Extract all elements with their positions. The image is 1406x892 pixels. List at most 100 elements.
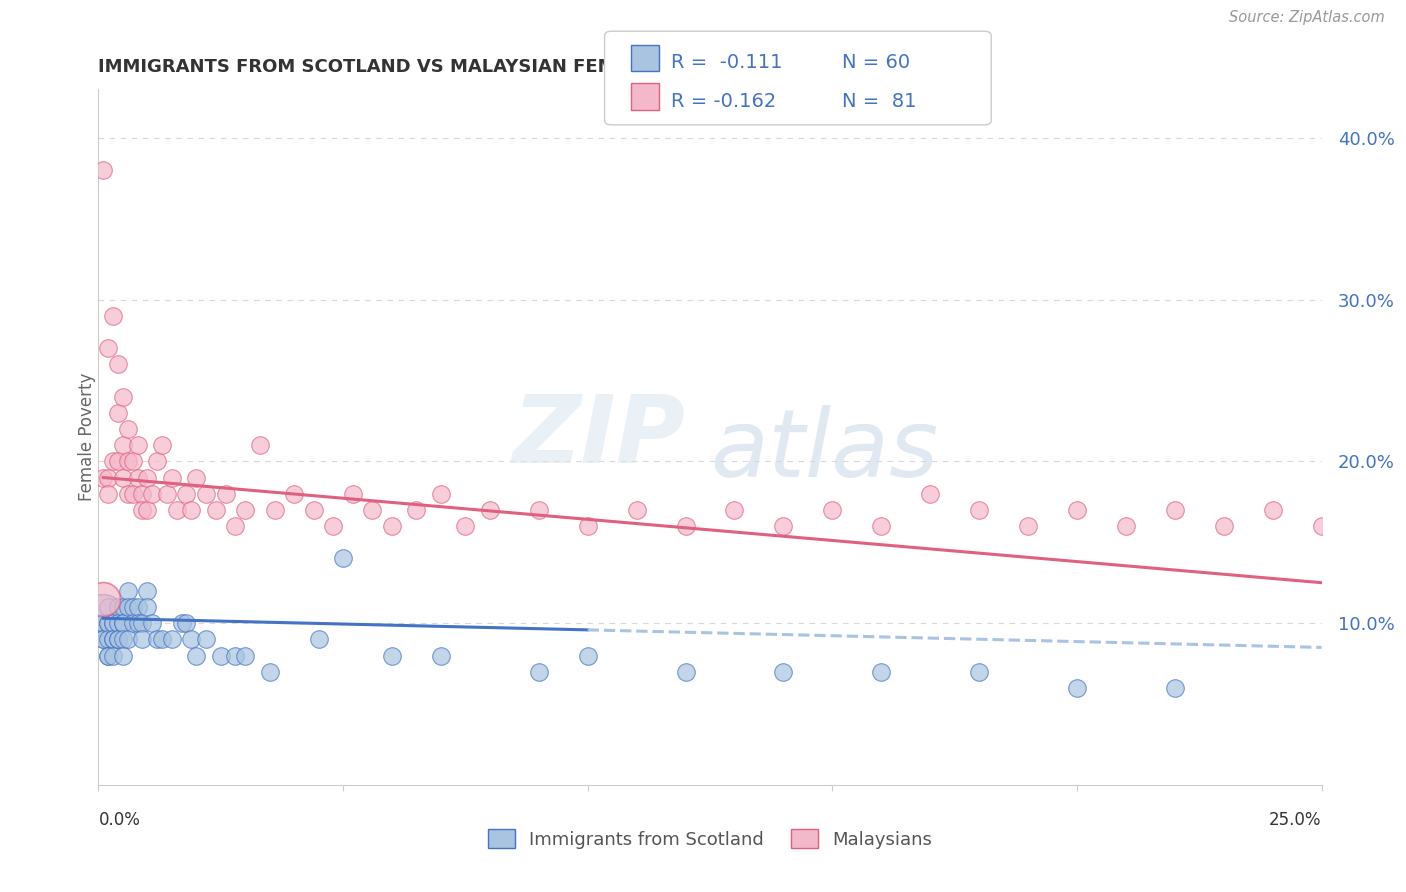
Point bbox=[131, 486, 153, 500]
Point bbox=[146, 454, 169, 468]
Point bbox=[772, 519, 794, 533]
Point bbox=[91, 608, 114, 623]
Point bbox=[121, 616, 143, 631]
Point bbox=[107, 616, 129, 631]
Point bbox=[91, 632, 114, 647]
Point bbox=[870, 665, 893, 679]
Point bbox=[107, 632, 129, 647]
Point bbox=[111, 599, 134, 614]
Point bbox=[156, 486, 179, 500]
Point bbox=[1261, 503, 1284, 517]
Point bbox=[117, 422, 139, 436]
Point bbox=[1164, 681, 1187, 695]
Point bbox=[127, 438, 149, 452]
Point bbox=[1360, 503, 1382, 517]
Text: N = 60: N = 60 bbox=[842, 53, 910, 72]
Point bbox=[821, 503, 844, 517]
Text: IMMIGRANTS FROM SCOTLAND VS MALAYSIAN FEMALE POVERTY CORRELATION CHART: IMMIGRANTS FROM SCOTLAND VS MALAYSIAN FE… bbox=[98, 58, 973, 76]
Point bbox=[302, 503, 325, 517]
Point bbox=[160, 632, 183, 647]
Point bbox=[117, 486, 139, 500]
Point bbox=[405, 503, 427, 517]
Point bbox=[214, 486, 236, 500]
Point bbox=[283, 486, 305, 500]
Point bbox=[1066, 681, 1088, 695]
Point bbox=[101, 454, 124, 468]
Point bbox=[381, 519, 404, 533]
Point bbox=[381, 648, 404, 663]
Point bbox=[342, 486, 364, 500]
Point bbox=[332, 551, 354, 566]
Point bbox=[97, 470, 120, 484]
Point bbox=[176, 486, 198, 500]
Point bbox=[97, 648, 120, 663]
Text: N =  81: N = 81 bbox=[842, 92, 917, 111]
Point bbox=[107, 357, 129, 371]
Text: R =  -0.111: R = -0.111 bbox=[671, 53, 782, 72]
Point bbox=[675, 665, 697, 679]
Text: 25.0%: 25.0% bbox=[1270, 811, 1322, 829]
Point bbox=[136, 470, 159, 484]
Point bbox=[626, 503, 648, 517]
Point bbox=[127, 599, 149, 614]
Point bbox=[576, 648, 599, 663]
Point bbox=[870, 519, 893, 533]
Point bbox=[101, 632, 124, 647]
Point bbox=[111, 438, 134, 452]
Point bbox=[209, 648, 232, 663]
Point bbox=[1164, 503, 1187, 517]
Point bbox=[117, 632, 139, 647]
Point bbox=[141, 486, 163, 500]
Point bbox=[136, 599, 159, 614]
Point bbox=[1212, 519, 1234, 533]
Point bbox=[111, 390, 134, 404]
Point bbox=[107, 454, 129, 468]
Point bbox=[146, 632, 169, 647]
Point bbox=[136, 583, 159, 598]
Point bbox=[430, 648, 453, 663]
Point bbox=[117, 599, 139, 614]
Point bbox=[91, 616, 114, 631]
Point bbox=[117, 583, 139, 598]
Point bbox=[1115, 519, 1137, 533]
Point bbox=[180, 632, 202, 647]
Point bbox=[322, 519, 344, 533]
Point bbox=[141, 616, 163, 631]
Point bbox=[107, 599, 129, 614]
Point bbox=[675, 519, 697, 533]
Point bbox=[195, 486, 218, 500]
Point bbox=[176, 616, 198, 631]
Point bbox=[121, 454, 143, 468]
Point bbox=[111, 648, 134, 663]
Point bbox=[97, 486, 120, 500]
Point bbox=[233, 648, 256, 663]
Point bbox=[180, 503, 202, 517]
Point bbox=[308, 632, 330, 647]
Point bbox=[920, 486, 942, 500]
Point bbox=[430, 486, 453, 500]
Point bbox=[131, 632, 153, 647]
Point bbox=[101, 309, 124, 323]
Text: 0.0%: 0.0% bbox=[98, 811, 141, 829]
Point bbox=[127, 470, 149, 484]
Point bbox=[127, 616, 149, 631]
Point bbox=[131, 616, 153, 631]
Y-axis label: Female Poverty: Female Poverty bbox=[79, 373, 96, 501]
Point bbox=[91, 616, 114, 631]
Text: atlas: atlas bbox=[710, 406, 938, 497]
Point bbox=[170, 616, 193, 631]
Point bbox=[91, 591, 114, 606]
Point bbox=[91, 163, 114, 178]
Point bbox=[1310, 519, 1333, 533]
Point bbox=[224, 648, 246, 663]
Point bbox=[101, 616, 124, 631]
Point bbox=[576, 519, 599, 533]
Point bbox=[166, 503, 188, 517]
Point bbox=[97, 648, 120, 663]
Point bbox=[1066, 503, 1088, 517]
Point bbox=[111, 616, 134, 631]
Point bbox=[97, 341, 120, 355]
Point bbox=[772, 665, 794, 679]
Point bbox=[121, 486, 143, 500]
Point bbox=[263, 503, 285, 517]
